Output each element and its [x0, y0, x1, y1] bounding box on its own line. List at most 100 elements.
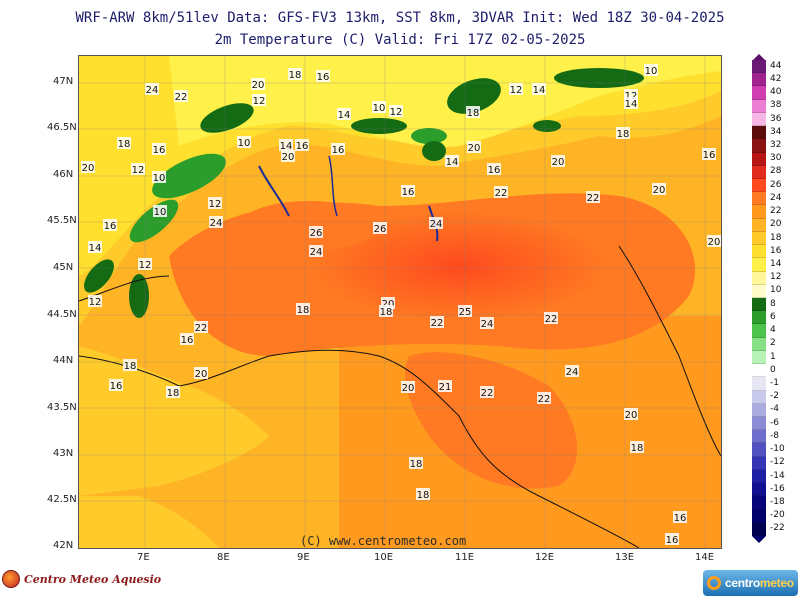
temperature-label-bg	[123, 359, 137, 371]
lon-label: 10E	[374, 552, 394, 563]
temperature-label-bg	[389, 105, 403, 117]
temperature-contour-label: 24	[430, 219, 443, 230]
temperature-contour-label: 26	[374, 224, 387, 235]
centrometeo-logo[interactable]: centrometeo	[703, 570, 798, 596]
po-valley-core	[309, 211, 609, 321]
colorbar-label: 44	[770, 60, 782, 71]
temperature-contour-label: 14	[338, 110, 351, 121]
temperature-label-bg	[401, 381, 415, 393]
colorbar-label: 0	[770, 364, 776, 375]
colorbar-cell	[752, 271, 766, 285]
ligurian-sea-cool	[79, 346, 269, 496]
colorbar-cell	[752, 205, 766, 219]
colorbar-cell	[752, 284, 766, 298]
colorbar-label: -4	[770, 404, 779, 415]
temperature-contour-label: 16	[296, 141, 309, 152]
temperature-label-bg	[153, 205, 167, 217]
lat-label: 46.5N	[47, 122, 77, 133]
temperature-contour-label: 10	[154, 207, 167, 218]
lat-label: 45N	[53, 262, 74, 273]
temperature-contour-label: 18	[467, 108, 480, 119]
temperature-contour-label: 18	[167, 388, 180, 399]
temperature-contour-label: 16	[488, 165, 501, 176]
temperature-label-bg	[138, 258, 152, 270]
colorbar-cell	[752, 456, 766, 470]
alpine-cold-spot	[411, 128, 447, 144]
temperature-contour-label: 24	[146, 85, 159, 96]
temperature-contour-label: 20	[468, 143, 481, 154]
temperature-label-bg	[466, 106, 480, 118]
colorbar-label: -10	[770, 444, 785, 455]
temperature-contour-label: 22	[587, 193, 600, 204]
lat-label: 45.5N	[47, 215, 77, 226]
colorbar-cell	[752, 179, 766, 193]
colorbar-label: -16	[770, 483, 785, 494]
temperature-contour-label: 16	[674, 513, 687, 524]
temperature-map: 24 22 20 18 16 12 10 12 14 18 12 14 10 12 14 18 16 10 14 16…	[78, 55, 722, 549]
temperature-contour-label: 16	[402, 187, 415, 198]
temperature-contour-label: 14	[533, 85, 546, 96]
colorbar-label: 36	[770, 113, 782, 124]
temperature-contour-label: 22	[481, 388, 494, 399]
temperature-contour-label: 12	[253, 96, 266, 107]
temperature-contour-label: 18	[631, 443, 644, 454]
temperature-contour-label: 18	[289, 70, 302, 81]
alpine-cold-spot	[554, 68, 644, 88]
colorbar-cell	[752, 337, 766, 351]
colorbar-label: 16	[770, 245, 782, 256]
colorbar-cell	[752, 73, 766, 87]
lon-label: 14E	[695, 552, 715, 563]
temperature-label-bg	[624, 97, 638, 109]
colorbar-label: 22	[770, 206, 782, 217]
alpine-cold-spot	[447, 78, 501, 114]
map-parameter-title: 2m Temperature (C) Valid: Fri 17Z 02-05-…	[214, 32, 586, 48]
colorbar-cell	[752, 86, 766, 100]
temperature-contour-label: 24	[210, 218, 223, 229]
temperature-label-bg	[379, 305, 393, 317]
temperature-contour-label: 10	[238, 138, 251, 149]
colorbar-label: 34	[770, 126, 782, 137]
lat-label: 42N	[53, 540, 74, 551]
alpine-cold-spot	[152, 153, 226, 199]
colorbar-bottom-arrow	[752, 536, 766, 543]
temperature-contour-label: 20	[708, 237, 721, 248]
colorbar-label: -20	[770, 510, 785, 521]
temperature-label-bg	[509, 83, 523, 95]
temperature-label-bg	[194, 321, 208, 333]
colorbar-cell	[752, 324, 766, 338]
alpine-cold-spot	[533, 120, 561, 132]
colorbar-cell	[752, 112, 766, 127]
temperature-contour-label: 14	[280, 141, 293, 152]
colorbar-cell	[752, 126, 766, 140]
colorbar-label: -1	[770, 377, 779, 388]
temperature-contour-label: 16	[703, 150, 716, 161]
temperature-contour-label: 18	[124, 361, 137, 372]
temperature-label-bg	[673, 511, 687, 523]
temperature-colorbar	[752, 60, 766, 536]
temperature-contour-label: 12	[132, 165, 145, 176]
temperature-label-bg	[616, 127, 630, 139]
colorbar-cell	[752, 509, 766, 523]
temperature-label-bg	[630, 441, 644, 453]
colorbar-cell	[752, 350, 766, 365]
temperature-label-bg	[194, 367, 208, 379]
colorbar-label: -18	[770, 496, 785, 507]
temperature-contour-label: 18	[410, 459, 423, 470]
colorbar-label: 30	[770, 153, 782, 164]
temperature-label-bg	[430, 316, 444, 328]
temperature-contour-label: 12	[209, 199, 222, 210]
colorbar-cell	[752, 258, 766, 272]
lat-label: 42.5N	[47, 494, 77, 505]
temperature-contour-label: 16	[110, 381, 123, 392]
colorbar-cell	[752, 443, 766, 457]
temperature-contour-label: 16	[666, 535, 679, 546]
colorbar-label: 12	[770, 272, 782, 283]
colorbar-top-arrow	[752, 54, 766, 61]
colorbar-cell	[752, 522, 766, 536]
temperature-contour-label: 16	[332, 145, 345, 156]
logo-right-text: centrometeo	[725, 576, 794, 590]
temperature-contour-label: 10	[153, 173, 166, 184]
lake-como	[328, 155, 338, 217]
temperature-contour-label: 21	[439, 382, 452, 393]
